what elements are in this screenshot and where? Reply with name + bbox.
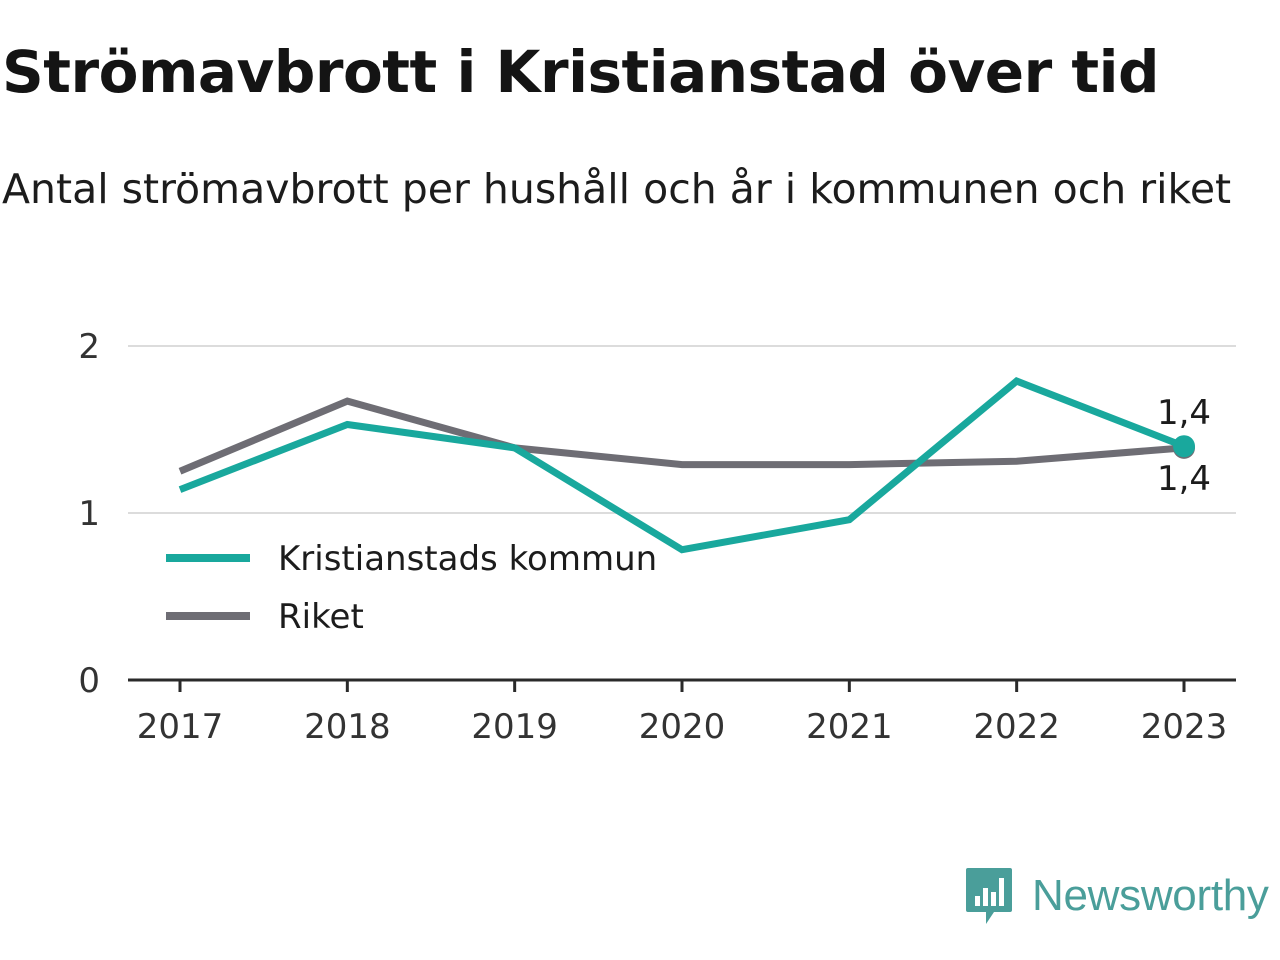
legend-label: Kristianstads kommun	[278, 539, 657, 579]
logo-text: Newsworthy	[1032, 871, 1269, 920]
series-line	[178, 377, 1186, 554]
data-label: 1,4	[1157, 459, 1211, 499]
y-tick-label: 0	[78, 661, 100, 701]
legend-item: Kristianstads kommun	[166, 539, 657, 579]
x-tick-label: 2021	[806, 707, 893, 747]
x-tick-label: 2020	[639, 707, 726, 747]
y-tick-label: 2	[78, 327, 100, 367]
x-tick-label: 2017	[137, 707, 224, 747]
x-tick-label: 2019	[471, 707, 558, 747]
legend-item: Riket	[166, 597, 364, 637]
data-label: 1,4	[1157, 393, 1211, 433]
x-tick-label: 2018	[304, 707, 391, 747]
chart-subtitle: Antal strömavbrott per hushåll och år i …	[2, 165, 1232, 213]
y-tick-label: 1	[78, 494, 100, 534]
chart-title: Strömavbrott i Kristianstad över tid	[2, 38, 1160, 106]
x-tick-label: 2022	[973, 707, 1060, 747]
end-point-marker	[1173, 435, 1195, 458]
x-tick-label: 2023	[1141, 707, 1228, 747]
newsworthy-logo: Newsworthy	[964, 866, 1269, 926]
bar-chart-speech-bubble-icon	[966, 868, 1012, 924]
series-line	[178, 397, 1185, 475]
legend-label: Riket	[278, 597, 364, 637]
